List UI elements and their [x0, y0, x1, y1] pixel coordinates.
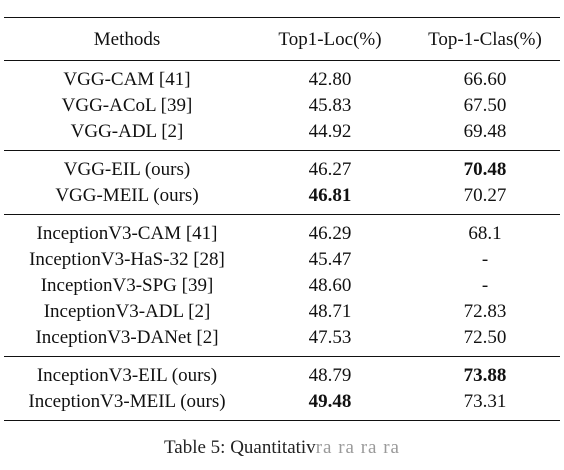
loc-cell: 46.27: [308, 159, 352, 181]
method-cell: InceptionV3-EIL (ours): [36, 365, 218, 387]
clas-cell-best: 70.48: [463, 159, 507, 181]
loc-cell: 47.53: [308, 327, 352, 349]
table-row: VGG-MEIL (ours) 46.81 70.27: [4, 183, 560, 215]
method-cell: InceptionV3-MEIL (ours): [28, 391, 226, 413]
method-cell: InceptionV3-DANet [2]: [35, 327, 219, 349]
method-cell: InceptionV3-CAM [41]: [36, 223, 218, 245]
loc-cell: 42.80: [308, 69, 352, 91]
loc-cell: 45.47: [308, 249, 352, 271]
loc-cell: 46.29: [308, 223, 352, 245]
clas-cell: 69.48: [463, 121, 507, 143]
method-cell: InceptionV3-HaS-32 [28]: [29, 249, 225, 271]
table-row: VGG-ADL [2] 44.92 69.48: [4, 119, 560, 151]
header-methods: Methods: [93, 29, 161, 50]
table-row: InceptionV3-CAM [41] 46.29 68.1: [4, 215, 560, 248]
table-row: VGG-EIL (ours) 46.27 70.48: [4, 151, 560, 184]
clas-cell: 72.83: [463, 301, 507, 323]
clas-cell: -: [481, 249, 489, 271]
clas-cell: 70.27: [463, 185, 507, 207]
method-cell: VGG-CAM [41]: [63, 69, 191, 91]
header-row: Methods Top1-Loc(%) Top-1-Clas(%): [4, 17, 560, 61]
group-vgg-baselines: VGG-CAM [41] 42.80 66.60 VGG-ACoL [39] 4…: [4, 60, 560, 151]
loc-cell: 48.60: [308, 275, 352, 297]
clas-cell: -: [481, 275, 489, 297]
clas-cell: 66.60: [463, 69, 507, 91]
results-table-container: Methods Top1-Loc(%) Top-1-Clas(%) VGG-CA…: [4, 17, 560, 421]
loc-cell-best: 49.48: [308, 391, 352, 413]
group-inception-baselines: InceptionV3-CAM [41] 46.29 68.1 Inceptio…: [4, 214, 560, 357]
clas-cell: 68.1: [468, 223, 502, 245]
clas-cell-best: 73.88: [463, 365, 507, 387]
header-top1-clas: Top-1-Clas(%): [428, 29, 542, 50]
loc-cell: 45.83: [308, 95, 352, 117]
group-vgg-ours: VGG-EIL (ours) 46.27 70.48 VGG-MEIL (our…: [4, 150, 560, 215]
results-table: Methods Top1-Loc(%) Top-1-Clas(%) VGG-CA…: [4, 17, 560, 421]
table-row: InceptionV3-SPG [39] 48.60 -: [4, 273, 560, 299]
header-top1-loc: Top1-Loc(%): [278, 29, 382, 50]
clas-cell: 67.50: [463, 95, 507, 117]
caption-label: Table 5: Quantitativ: [164, 437, 316, 458]
table-row: VGG-CAM [41] 42.80 66.60: [4, 61, 560, 94]
caption-faded-text: ra ra ra ra: [315, 437, 400, 458]
table-row: InceptionV3-EIL (ours) 48.79 73.88: [4, 357, 560, 390]
table-caption: Table 5: Quantitativra ra ra ra: [0, 437, 564, 459]
loc-cell: 44.92: [308, 121, 352, 143]
loc-cell-best: 46.81: [308, 185, 352, 207]
method-cell: InceptionV3-SPG [39]: [40, 275, 214, 297]
loc-cell: 48.71: [308, 301, 352, 323]
clas-cell: 73.31: [463, 391, 507, 413]
method-cell: VGG-ACoL [39]: [61, 95, 193, 117]
group-inception-ours: InceptionV3-EIL (ours) 48.79 73.88 Incep…: [4, 356, 560, 421]
method-cell: VGG-ADL [2]: [70, 121, 184, 143]
table-row: InceptionV3-MEIL (ours) 49.48 73.31: [4, 389, 560, 421]
clas-cell: 72.50: [463, 327, 507, 349]
table-header: Methods Top1-Loc(%) Top-1-Clas(%): [4, 17, 560, 61]
table-row: VGG-ACoL [39] 45.83 67.50: [4, 93, 560, 119]
method-cell: VGG-MEIL (ours): [55, 185, 199, 207]
method-cell: InceptionV3-ADL [2]: [43, 301, 211, 323]
loc-cell: 48.79: [308, 365, 352, 387]
table-row: InceptionV3-ADL [2] 48.71 72.83: [4, 299, 560, 325]
table-row: InceptionV3-HaS-32 [28] 45.47 -: [4, 247, 560, 273]
table-row: InceptionV3-DANet [2] 47.53 72.50: [4, 325, 560, 357]
method-cell: VGG-EIL (ours): [63, 159, 191, 181]
